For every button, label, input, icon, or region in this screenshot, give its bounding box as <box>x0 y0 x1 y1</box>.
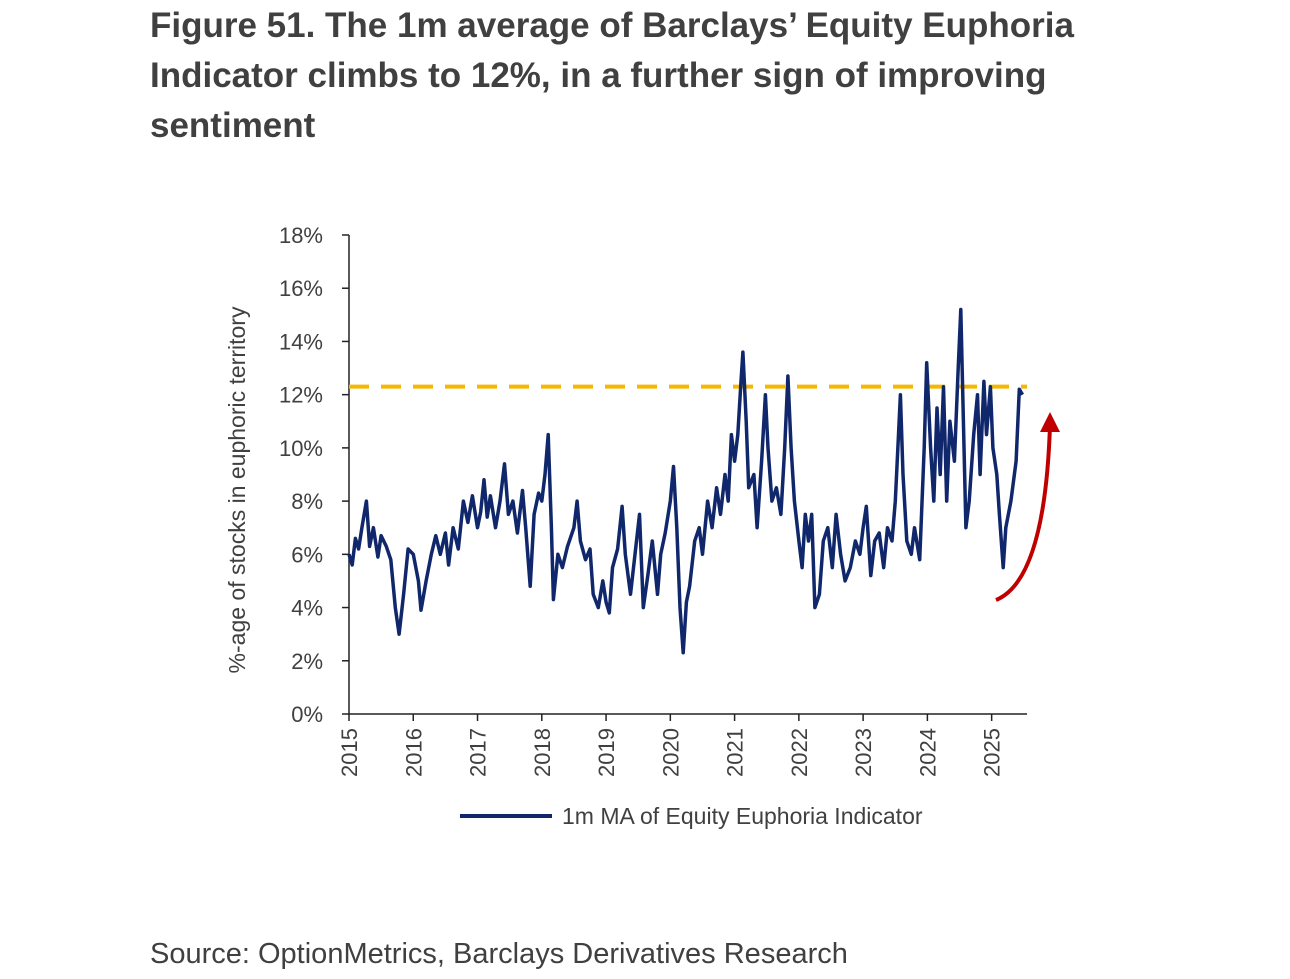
chart-title: sentiment <box>150 106 316 145</box>
x-tick-label: 2023 <box>851 728 876 777</box>
x-tick-label: 2016 <box>401 728 426 777</box>
y-tick-label: 6% <box>291 542 323 567</box>
y-tick-label: 14% <box>279 329 323 354</box>
arrow <box>995 424 1052 602</box>
x-tick-label: 2019 <box>594 728 619 777</box>
legend-label: 1m MA of Equity Euphoria Indicator <box>562 803 923 829</box>
x-tick-label: 2024 <box>915 728 940 777</box>
x-tick-label: 2022 <box>787 728 812 777</box>
y-axis-label: %-age of stocks in euphoric territory <box>224 306 250 673</box>
x-tick-label: 2017 <box>466 728 491 777</box>
y-tick-label: 8% <box>291 489 323 514</box>
chart-title: Indicator climbs to 12%, in a further si… <box>150 56 1047 95</box>
chart-title: Figure 51. The 1m average of Barclays’ E… <box>150 6 1074 45</box>
source: Source: OptionMetrics, Barclays Derivati… <box>150 938 848 970</box>
y-tick-label: 0% <box>291 702 323 727</box>
x-tick-label: 2025 <box>980 728 1005 777</box>
x-tick-label: 2020 <box>658 728 683 777</box>
y-tick-label: 10% <box>279 436 323 461</box>
y-tick-label: 12% <box>279 383 323 408</box>
y-tick-label: 18% <box>279 223 323 248</box>
x-tick-label: 2018 <box>530 728 555 777</box>
y-tick-label: 2% <box>291 649 323 674</box>
arrow-head <box>1040 412 1060 432</box>
x-tick-label: 2015 <box>337 728 362 777</box>
y-tick-label: 4% <box>291 596 323 621</box>
y-tick-label: 16% <box>279 276 323 301</box>
x-tick-label: 2021 <box>723 728 748 777</box>
series-line <box>347 307 1025 655</box>
